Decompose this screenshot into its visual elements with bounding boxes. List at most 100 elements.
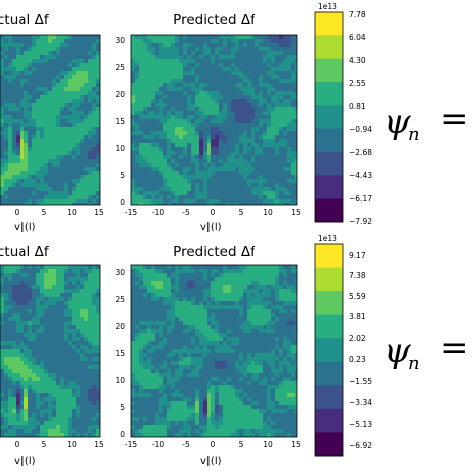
heatmap-cell	[199, 75, 204, 80]
heatmap-cell	[239, 127, 244, 132]
heatmap-cell	[291, 321, 296, 326]
heatmap-cell	[60, 309, 65, 314]
heatmap-cell	[0, 333, 5, 338]
heatmap-cell	[267, 321, 272, 326]
heatmap-cell	[60, 393, 65, 398]
heatmap-cell	[231, 195, 236, 200]
heatmap-cell	[52, 401, 57, 406]
heatmap-cell	[247, 59, 252, 64]
heatmap-cell	[171, 135, 176, 140]
heatmap-cell	[135, 107, 140, 112]
heatmap-cell	[52, 115, 57, 120]
heatmap-cell	[227, 87, 232, 92]
heatmap-cell	[219, 91, 224, 96]
heatmap-cell	[24, 199, 29, 204]
heatmap-cell	[88, 47, 93, 52]
heatmap-cell	[159, 325, 164, 330]
heatmap-cell	[247, 47, 252, 52]
heatmap-cell	[32, 397, 37, 402]
heatmap-cell	[179, 79, 184, 84]
heatmap-cell	[291, 39, 296, 44]
heatmap-cell	[155, 155, 160, 160]
heatmap-cell	[143, 317, 148, 322]
heatmap-cell	[283, 281, 288, 286]
heatmap-cell	[179, 159, 184, 164]
heatmap-cell	[60, 425, 65, 430]
heatmap-cell	[32, 175, 37, 180]
heatmap-cell	[279, 309, 284, 314]
heatmap-cell	[271, 111, 276, 116]
heatmap-cell	[28, 95, 33, 100]
heatmap-cell	[48, 285, 53, 290]
heatmap-cell	[287, 135, 292, 140]
heatmap-cell	[64, 151, 69, 156]
heatmap-cell	[48, 155, 53, 160]
heatmap-cell	[135, 199, 140, 204]
heatmap-cell	[96, 373, 100, 378]
heatmap-cell	[147, 163, 152, 168]
heatmap-cell	[80, 203, 85, 205]
heatmap-cell	[215, 289, 220, 294]
heatmap-cell	[52, 55, 57, 60]
heatmap-cell	[92, 147, 97, 152]
heatmap-cell	[255, 79, 260, 84]
heatmap-cell	[271, 333, 276, 338]
heatmap-cell	[8, 171, 13, 176]
heatmap-cell	[96, 337, 100, 342]
heatmap-cell	[40, 91, 45, 96]
heatmap-cell	[96, 425, 100, 430]
heatmap-cell	[219, 55, 224, 60]
heatmap-cell	[231, 179, 236, 184]
heatmap-cell	[175, 273, 180, 278]
heatmap-cell	[279, 167, 284, 172]
heatmap-cell	[259, 329, 264, 334]
heatmap-cell	[291, 313, 296, 318]
heatmap-cell	[235, 115, 240, 120]
heatmap-cell	[179, 155, 184, 160]
heatmap-cell	[40, 369, 45, 374]
heatmap-cell	[4, 111, 9, 116]
heatmap-cell	[20, 143, 25, 148]
heatmap-cell	[80, 325, 85, 330]
heatmap-cell	[52, 75, 57, 80]
heatmap-cell	[64, 381, 69, 386]
heatmap-cell	[227, 35, 232, 40]
heatmap-cell	[243, 51, 248, 56]
heatmap-cell	[207, 95, 212, 100]
heatmap-cell	[96, 409, 100, 414]
heatmap-cell	[44, 381, 49, 386]
heatmap-cell	[295, 39, 297, 44]
heatmap-cell	[64, 171, 69, 176]
heatmap-cell	[223, 349, 228, 354]
heatmap-cell	[88, 55, 93, 60]
heatmap-cell	[187, 183, 192, 188]
heatmap-cell	[243, 79, 248, 84]
heatmap-cell	[143, 139, 148, 144]
heatmap-cell	[44, 35, 49, 40]
heatmap-cell	[68, 401, 73, 406]
heatmap-cell	[215, 341, 220, 346]
heatmap-cell	[76, 385, 81, 390]
heatmap-cell	[36, 179, 41, 184]
heatmap-cell	[263, 67, 268, 72]
heatmap-cell	[0, 353, 5, 358]
heatmap-cell	[207, 265, 212, 270]
heatmap-cell	[60, 365, 65, 370]
heatmap-cell	[36, 373, 41, 378]
heatmap-cell	[287, 35, 292, 40]
heatmap-cell	[60, 47, 65, 52]
heatmap-cell	[52, 385, 57, 390]
heatmap-cell	[291, 63, 296, 68]
heatmap-cell	[179, 47, 184, 52]
heatmap-cell	[259, 349, 264, 354]
heatmap-cell	[92, 83, 97, 88]
heatmap-cell	[159, 301, 164, 306]
heatmap-cell	[96, 71, 100, 76]
heatmap-cell	[44, 337, 49, 342]
x-tick: 10	[67, 440, 77, 449]
heatmap-cell	[283, 43, 288, 48]
heatmap-cell	[0, 95, 5, 100]
heatmap-cell	[247, 35, 252, 40]
heatmap-cell	[88, 95, 93, 100]
heatmap-cell	[12, 385, 17, 390]
